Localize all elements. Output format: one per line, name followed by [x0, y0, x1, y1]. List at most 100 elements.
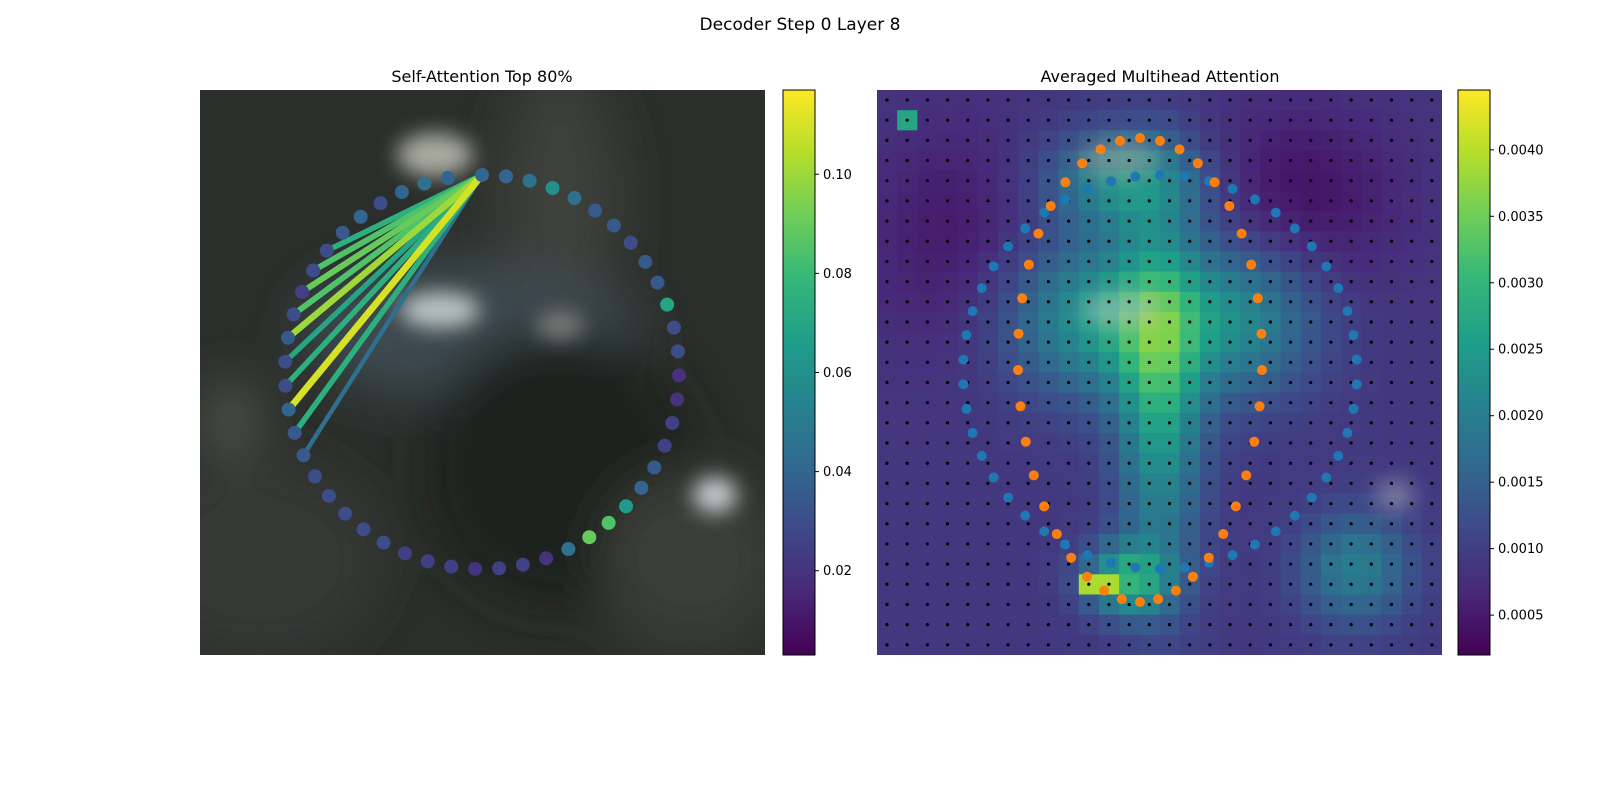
grid-dot	[1389, 219, 1394, 223]
grid-dot	[1349, 643, 1353, 647]
grid-dot	[966, 542, 970, 546]
grid-dot	[1329, 582, 1333, 586]
grid-dot	[1268, 219, 1272, 223]
grid-dot	[1369, 602, 1373, 607]
grid-dot	[986, 239, 990, 243]
grid-dot	[1006, 300, 1010, 304]
grid-dot	[1067, 481, 1071, 485]
orange-point	[1230, 501, 1241, 512]
grid-dot	[1329, 340, 1333, 344]
grid-dot	[1369, 582, 1373, 586]
grid-dot	[945, 623, 950, 627]
grid-dot	[966, 118, 970, 122]
grid-dot	[1107, 199, 1111, 203]
grid-dot	[1087, 401, 1091, 405]
grid-dot	[1268, 623, 1272, 627]
grid-dot	[945, 501, 950, 506]
grid-dot	[1430, 98, 1434, 102]
colorbar-right-tick-label: 0.0035	[1498, 210, 1544, 225]
grid-dot	[1430, 623, 1434, 627]
grid-dot	[1107, 239, 1111, 243]
grid-dot	[1147, 542, 1151, 546]
grid-dot	[1389, 522, 1394, 526]
grid-dot	[1026, 421, 1030, 425]
grid-dot	[1288, 259, 1293, 264]
self-attention-point	[619, 499, 634, 514]
grid-dot	[1329, 602, 1333, 607]
grid-dot	[905, 501, 909, 506]
grid-dot	[1167, 461, 1172, 465]
orange-point	[1254, 401, 1265, 412]
orange-point	[1135, 133, 1145, 143]
grid-dot	[925, 441, 929, 445]
grid-dot	[986, 138, 990, 142]
grid-dot	[1329, 380, 1333, 385]
blue-point	[1106, 557, 1117, 568]
grid-dot	[1410, 179, 1414, 183]
grid-dot	[1430, 401, 1434, 405]
grid-dot	[1167, 542, 1172, 546]
grid-dot	[1248, 138, 1252, 142]
grid-dot	[1248, 643, 1252, 647]
grid-dot	[905, 98, 909, 102]
grid-dot	[1329, 421, 1333, 425]
grid-dot	[1167, 562, 1172, 566]
grid-dot	[1349, 259, 1353, 264]
grid-dot	[1087, 623, 1091, 627]
grid-dot	[1389, 582, 1394, 586]
grid-dot	[1147, 280, 1151, 284]
grid-dot	[925, 158, 929, 163]
grid-dot	[1430, 562, 1434, 566]
grid-dot	[1309, 98, 1313, 102]
grid-dot	[1349, 360, 1353, 364]
self-attention-point	[638, 254, 653, 269]
grid-dot	[1228, 441, 1232, 445]
grid-dot	[1329, 199, 1333, 203]
grid-dot	[966, 158, 970, 163]
grid-dot	[966, 643, 970, 647]
grid-dot	[1167, 199, 1172, 203]
grid-dot	[1006, 421, 1010, 425]
grid-dot	[1410, 522, 1414, 526]
grid-dot	[1288, 239, 1293, 243]
background-photo	[200, 90, 765, 655]
orange-point	[1082, 571, 1093, 582]
grid-dot	[1389, 320, 1394, 324]
grid-dot	[1309, 320, 1313, 324]
blue-point	[1321, 472, 1332, 483]
grid-dot	[1107, 300, 1111, 304]
grid-dot	[1127, 340, 1131, 344]
grid-dot	[1167, 380, 1172, 385]
grid-dot	[1329, 138, 1333, 142]
grid-dot	[885, 380, 889, 385]
grid-dot	[1188, 542, 1192, 546]
grid-dot	[1248, 179, 1252, 183]
grid-dot	[925, 461, 929, 465]
colorbar-right-gradient	[1457, 89, 1491, 656]
grid-dot	[1349, 562, 1353, 566]
grid-dot	[1026, 582, 1030, 586]
grid-dot	[1026, 340, 1030, 344]
self-attention-point	[670, 392, 685, 407]
grid-dot	[1167, 522, 1172, 526]
grid-dot	[1026, 562, 1030, 566]
grid-dot	[925, 199, 929, 203]
grid-dot	[1389, 199, 1394, 203]
grid-dot	[1046, 582, 1051, 586]
grid-dot	[986, 219, 990, 223]
grid-dot	[1147, 380, 1151, 385]
self-attention-point	[606, 218, 621, 233]
self-attention-point	[373, 196, 388, 211]
grid-dot	[966, 98, 970, 102]
grid-dot	[1410, 401, 1414, 405]
grid-dot	[925, 138, 929, 142]
grid-dot	[1349, 98, 1353, 102]
grid-dot	[1349, 481, 1353, 485]
grid-dot	[1107, 441, 1111, 445]
self-attention-point	[475, 168, 489, 182]
grid-dot	[966, 199, 970, 203]
self-attention-point	[522, 173, 537, 188]
grid-dot	[1147, 401, 1151, 405]
grid-dot	[885, 239, 889, 243]
attention-link	[284, 171, 486, 341]
